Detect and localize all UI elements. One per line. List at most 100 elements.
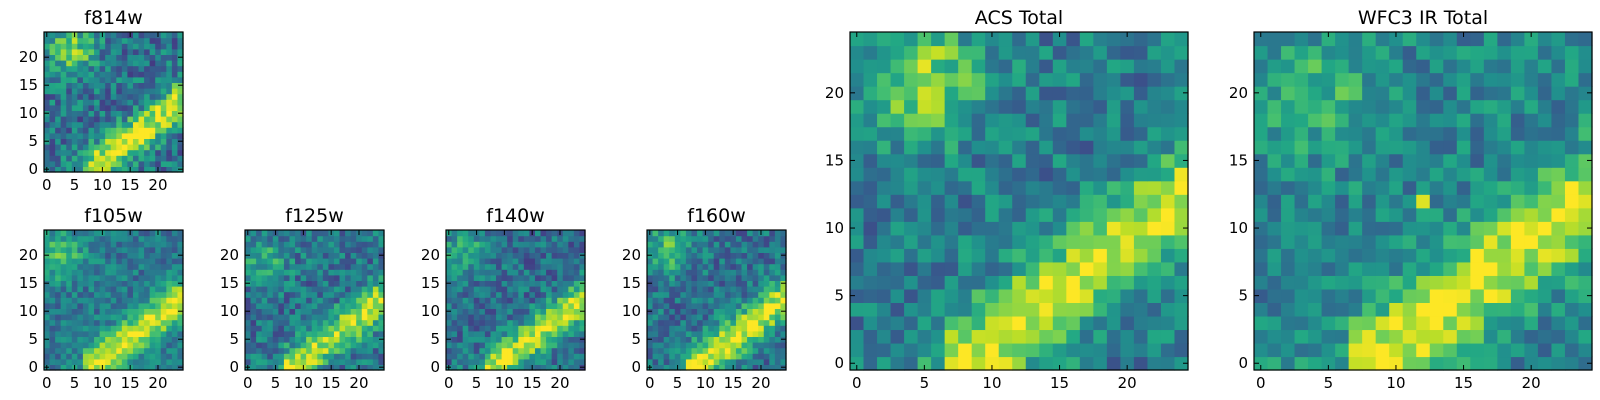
heatmap-cell: [272, 252, 279, 259]
heatmap-cell: [501, 314, 508, 321]
heatmap-cell: [44, 235, 51, 242]
heatmap-cell: [261, 241, 268, 248]
heatmap-cell: [1267, 59, 1282, 74]
heatmap-cell: [82, 160, 90, 167]
heatmap-cell: [44, 342, 51, 349]
heatmap-cell: [372, 364, 380, 371]
heatmap-cell: [127, 336, 134, 343]
heatmap-cell: [160, 121, 167, 128]
heatmap-cell: [1294, 329, 1309, 344]
heatmap-cell: [1524, 113, 1539, 128]
heatmap-cell: [1551, 126, 1566, 141]
heatmap-cell: [300, 330, 307, 337]
heatmap-cell: [647, 358, 654, 365]
heatmap-cell: [155, 286, 162, 293]
heatmap-cell: [1120, 167, 1135, 182]
heatmap-cell: [1039, 194, 1054, 209]
heatmap-cell: [702, 308, 709, 315]
heatmap-cell: [1537, 288, 1553, 303]
heatmap-cell: [1335, 153, 1350, 168]
heatmap-cell: [88, 336, 95, 343]
heatmap-cell: [49, 160, 56, 167]
heatmap-cell: [763, 269, 770, 276]
heatmap-cell: [60, 99, 67, 106]
heatmap-cell: [77, 116, 84, 123]
heatmap-cell: [523, 347, 530, 354]
y-tick-label: 10: [622, 302, 641, 320]
heatmap-cell: [496, 280, 503, 287]
heatmap-cell: [82, 342, 90, 349]
heatmap-cell: [507, 263, 514, 270]
heatmap-cell: [250, 269, 257, 276]
heatmap-cell: [1066, 99, 1081, 114]
heatmap-cell: [127, 286, 134, 293]
heatmap-cell: [1429, 32, 1444, 47]
heatmap-cell: [99, 37, 106, 44]
heatmap-cell: [1510, 302, 1525, 317]
heatmap-cell: [1510, 261, 1525, 276]
heatmap-cell: [647, 314, 654, 321]
heatmap-cell: [758, 269, 765, 276]
heatmap-cell: [166, 160, 173, 167]
heatmap-cell: [680, 330, 687, 337]
heatmap-cell: [267, 314, 274, 321]
heatmap-cell: [752, 297, 759, 304]
heatmap-cell: [372, 297, 380, 304]
heatmap-cell: [49, 65, 56, 72]
heatmap-cell: [850, 275, 865, 290]
heatmap-cell: [774, 291, 782, 298]
heatmap-cell: [462, 269, 469, 276]
heatmap-cell: [468, 263, 475, 270]
heatmap-cell: [289, 308, 296, 315]
heatmap-cell: [1578, 194, 1593, 209]
heatmap-cell: [518, 325, 525, 332]
x-tick-label: 20: [148, 176, 167, 194]
heatmap-cell: [730, 235, 737, 242]
heatmap-cell: [1025, 180, 1040, 195]
heatmap-cell: [1308, 329, 1323, 344]
heatmap-cell: [557, 319, 564, 326]
heatmap-cell: [88, 116, 95, 123]
heatmap-cell: [250, 274, 257, 281]
heatmap-cell: [245, 291, 252, 298]
heatmap-cell: [1537, 329, 1553, 344]
heatmap-cell: [971, 113, 986, 128]
heatmap-cell: [356, 291, 363, 298]
heatmap-cell: [1025, 113, 1040, 128]
heatmap-cell: [931, 261, 946, 276]
heatmap-cell: [1308, 99, 1323, 114]
heatmap-cell: [568, 258, 575, 265]
heatmap-cell: [479, 263, 486, 270]
heatmap-cell: [877, 329, 892, 344]
heatmap-cell: [850, 288, 865, 303]
heatmap-cell: [77, 155, 84, 162]
heatmap-cell: [1039, 356, 1054, 371]
heatmap-cell: [94, 347, 101, 354]
heatmap-cell: [501, 269, 508, 276]
heatmap-cell: [155, 144, 162, 151]
heatmap-cell: [250, 347, 257, 354]
heatmap-cell: [546, 297, 553, 304]
heatmap-cell: [1470, 153, 1485, 168]
heatmap-cell: [1402, 302, 1417, 317]
heatmap-cell: [1160, 140, 1176, 155]
heatmap-cell: [1133, 126, 1149, 141]
heatmap-cell: [647, 347, 654, 354]
heatmap-cell: [713, 263, 720, 270]
heatmap-cell: [850, 329, 865, 344]
heatmap-cell: [99, 291, 106, 298]
heatmap-cell: [724, 252, 731, 259]
heatmap-cell: [77, 353, 84, 360]
heatmap-cell: [88, 138, 95, 145]
heatmap-cell: [1093, 356, 1108, 371]
heatmap-cell: [1375, 72, 1390, 87]
heatmap-cell: [1321, 315, 1336, 331]
heatmap-cell: [534, 241, 542, 248]
heatmap-cell: [267, 258, 274, 265]
heatmap-cell: [1281, 342, 1296, 358]
heatmap-cell: [77, 71, 84, 78]
x-tick-label: 0: [645, 374, 655, 392]
heatmap-cell: [752, 302, 759, 309]
